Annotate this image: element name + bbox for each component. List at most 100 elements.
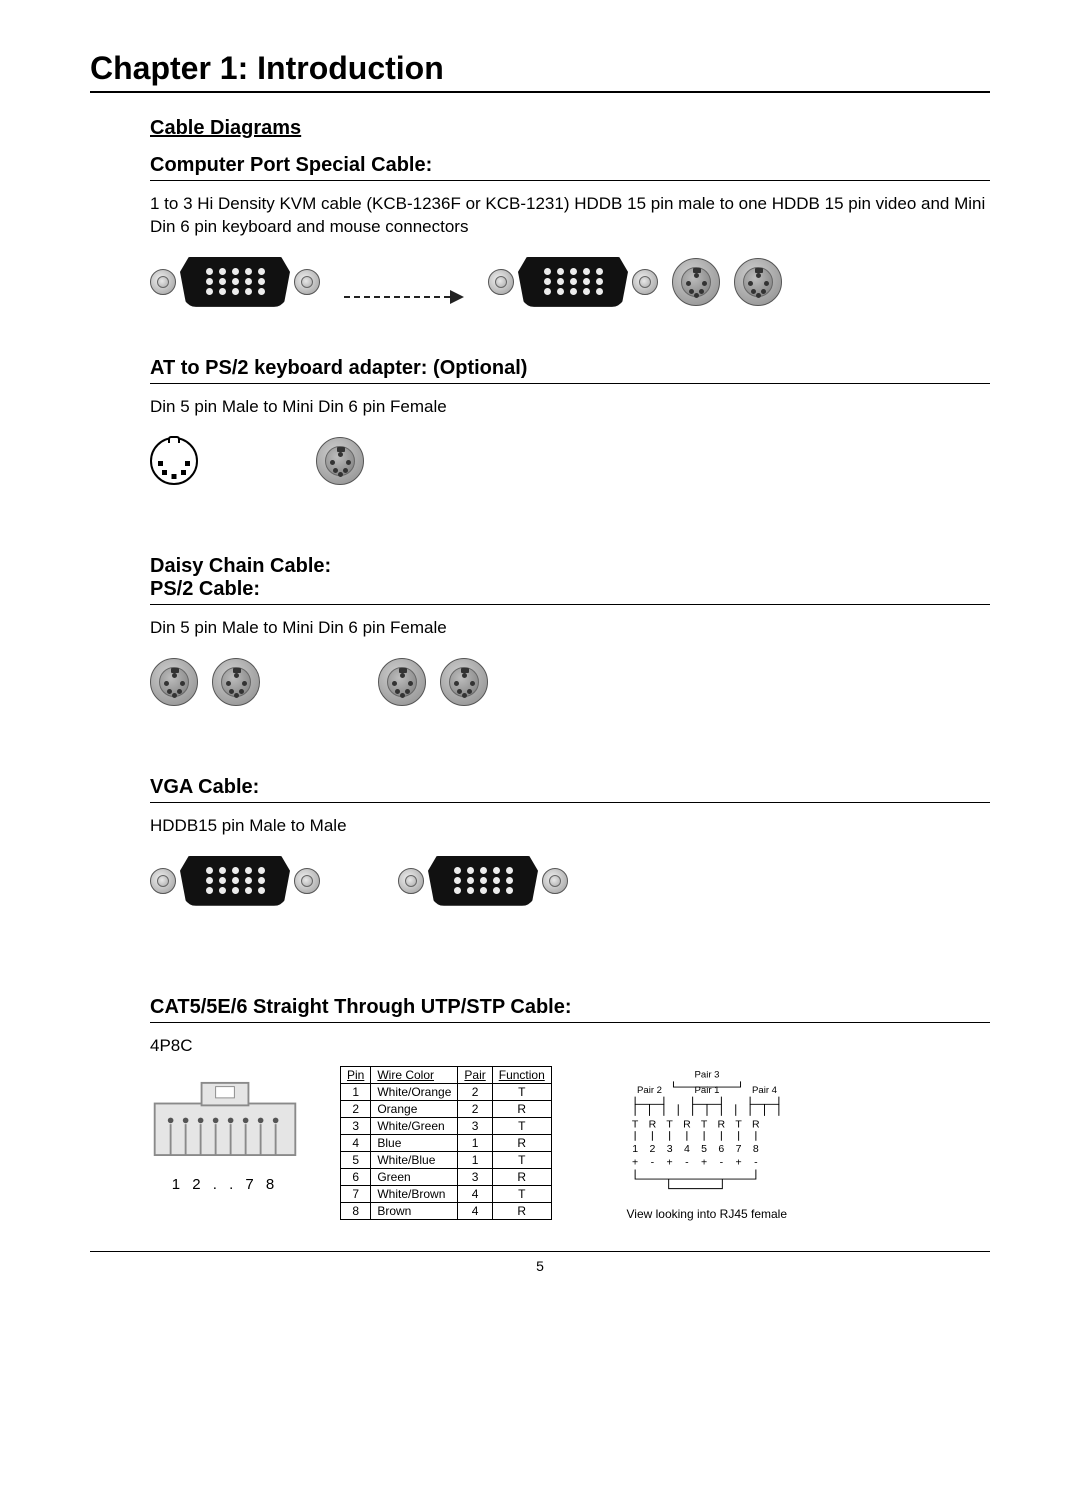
hddb15-connector-icon [398, 856, 568, 906]
svg-text:R: R [648, 1118, 656, 1130]
pinout-cell: 4 [458, 1185, 492, 1202]
section-desc-at-ps2: Din 5 pin Male to Mini Din 6 pin Female [150, 396, 990, 419]
pinout-cell: Green [371, 1168, 458, 1185]
svg-text:T: T [632, 1118, 639, 1130]
pinout-cell: 3 [458, 1168, 492, 1185]
svg-text:-: - [685, 1156, 689, 1168]
section-desc-cat5: 4P8C [150, 1035, 990, 1058]
rj45-pair-diagram: Pair 3 Pair 2 Pair 1 Pair 4 [592, 1066, 822, 1221]
svg-text:2: 2 [649, 1143, 655, 1155]
pinout-cell: 1 [341, 1083, 371, 1100]
svg-text:T: T [666, 1118, 673, 1130]
svg-text:-: - [719, 1156, 723, 1168]
din5-connector-icon [150, 437, 198, 485]
pair-diagram-caption: View looking into RJ45 female [592, 1207, 822, 1221]
minidin6-connector-icon [378, 658, 426, 706]
page-number: 5 [90, 1258, 990, 1274]
pinout-cell: White/Orange [371, 1083, 458, 1100]
heading-line1: Daisy Chain Cable: [150, 555, 331, 577]
pinout-cell: White/Green [371, 1117, 458, 1134]
pinout-cell: 8 [341, 1202, 371, 1219]
pinout-cell: Orange [371, 1100, 458, 1117]
table-row: 7White/Brown4T [341, 1185, 552, 1202]
rj45-jack-icon: 1 2 . . 7 8 [150, 1066, 300, 1193]
pinout-cell: White/Blue [371, 1151, 458, 1168]
pinout-cell: 3 [458, 1117, 492, 1134]
svg-text:6: 6 [718, 1143, 724, 1155]
footer-rule [90, 1251, 990, 1252]
pinout-cell: R [492, 1100, 551, 1117]
section-desc-computer-port: 1 to 3 Hi Density KVM cable (KCB-1236F o… [150, 193, 990, 239]
pinout-cell: 2 [341, 1100, 371, 1117]
svg-text:+: + [701, 1156, 707, 1168]
minidin6-connector-icon [212, 658, 260, 706]
svg-text:4: 4 [684, 1143, 690, 1155]
svg-text:T: T [735, 1118, 742, 1130]
pinout-col-header: Pair [458, 1066, 492, 1083]
pinout-cell: 6 [341, 1168, 371, 1185]
diagram-cat5: 1 2 . . 7 8 PinWire ColorPairFunction 1W… [150, 1066, 990, 1221]
svg-text:7: 7 [735, 1143, 741, 1155]
svg-text:8: 8 [753, 1143, 759, 1155]
svg-text:T: T [701, 1118, 708, 1130]
table-row: 1White/Orange2T [341, 1083, 552, 1100]
svg-text:R: R [717, 1118, 725, 1130]
pinout-cell: T [492, 1117, 551, 1134]
pinout-cell: R [492, 1168, 551, 1185]
pinout-cell: Blue [371, 1134, 458, 1151]
pinout-cell: 3 [341, 1117, 371, 1134]
pinout-cell: 5 [341, 1151, 371, 1168]
svg-text:-: - [650, 1156, 654, 1168]
section-heading-daisy-ps2: Daisy Chain Cable: PS/2 Cable: [150, 555, 990, 605]
pinout-cell: T [492, 1185, 551, 1202]
chapter-title: Chapter 1: Introduction [90, 50, 990, 93]
minidin6-connector-icon [672, 258, 720, 306]
diagram-at-ps2 [150, 437, 990, 485]
pair-label: Pair 2 [637, 1084, 662, 1095]
hddb15-connector-icon [150, 257, 320, 307]
pinout-cell: T [492, 1083, 551, 1100]
svg-text:+: + [666, 1156, 672, 1168]
svg-text:R: R [683, 1118, 691, 1130]
svg-text:3: 3 [666, 1143, 672, 1155]
svg-text:5: 5 [701, 1143, 707, 1155]
minidin6-connector-icon [440, 658, 488, 706]
pair-label: Pair 3 [694, 1069, 719, 1080]
rj45-pin-label: 1 2 . . 7 8 [150, 1176, 300, 1193]
svg-text:+: + [632, 1156, 638, 1168]
table-row: 8Brown4R [341, 1202, 552, 1219]
svg-text:-: - [754, 1156, 758, 1168]
pinout-cell: R [492, 1202, 551, 1219]
section-heading-vga: VGA Cable: [150, 776, 990, 803]
svg-text:1: 1 [632, 1143, 638, 1155]
pinout-cell: R [492, 1134, 551, 1151]
diagram-daisy-ps2 [150, 658, 990, 706]
table-row: 6Green3R [341, 1168, 552, 1185]
table-row: 2Orange2R [341, 1100, 552, 1117]
pinout-col-header: Function [492, 1066, 551, 1083]
minidin6-connector-icon [316, 437, 364, 485]
minidin6-connector-icon [150, 658, 198, 706]
pinout-col-header: Wire Color [371, 1066, 458, 1083]
diagram-computer-port [150, 257, 990, 307]
pinout-cell: White/Brown [371, 1185, 458, 1202]
pair-label: Pair 1 [694, 1084, 719, 1095]
pinout-cell: 1 [458, 1151, 492, 1168]
dashed-arrow-icon [344, 287, 464, 307]
pinout-cell: T [492, 1151, 551, 1168]
diagram-vga [150, 856, 990, 906]
pinout-cell: Brown [371, 1202, 458, 1219]
svg-text:R: R [752, 1118, 760, 1130]
table-row: 3White/Green3T [341, 1117, 552, 1134]
pinout-cell: 4 [341, 1134, 371, 1151]
pinout-cell: 2 [458, 1083, 492, 1100]
section-heading-computer-port: Computer Port Special Cable: [150, 154, 990, 181]
pinout-cell: 2 [458, 1100, 492, 1117]
pinout-cell: 7 [341, 1185, 371, 1202]
table-row: 5White/Blue1T [341, 1151, 552, 1168]
minidin6-connector-icon [734, 258, 782, 306]
heading-line2: PS/2 Cable: [150, 578, 990, 601]
hddb15-connector-icon [488, 257, 658, 307]
section-heading-cat5: CAT5/5E/6 Straight Through UTP/STP Cable… [150, 996, 990, 1023]
table-row: 4Blue1R [341, 1134, 552, 1151]
